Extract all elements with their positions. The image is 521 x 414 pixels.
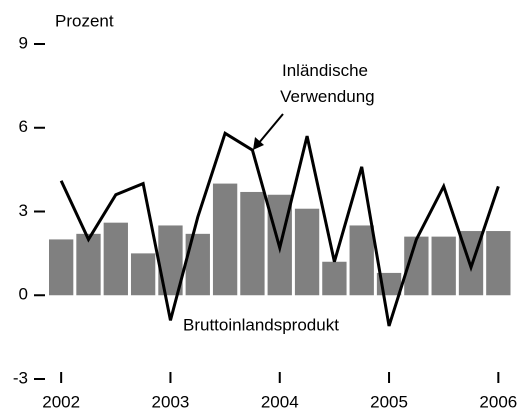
line — [59, 131, 500, 327]
bar — [130, 253, 156, 296]
bar — [240, 191, 265, 296]
bar — [322, 261, 347, 296]
bar — [76, 233, 101, 296]
y-tick-label: 9 — [19, 33, 28, 52]
x-tick-label: 2002 — [42, 392, 80, 411]
y-tick-label: 3 — [19, 201, 28, 220]
y-tick-label: 6 — [19, 117, 28, 136]
bar — [212, 183, 238, 296]
bar — [349, 225, 374, 296]
bar — [486, 231, 511, 296]
bar — [294, 208, 320, 296]
x-tick-label: 2006 — [479, 392, 517, 411]
y-tick-label: -3 — [13, 368, 28, 387]
x-tick-label: 2005 — [370, 392, 408, 411]
bar — [431, 236, 456, 296]
y-tick-label: 0 — [19, 285, 28, 304]
y-axis-label: Prozent — [55, 11, 114, 30]
annotation-arrow — [257, 113, 284, 145]
bar — [49, 239, 74, 296]
x-tick-label: 2004 — [261, 392, 299, 411]
bar — [103, 222, 128, 296]
series-label: Inländische Verwendung — [275, 61, 374, 106]
bar — [185, 233, 210, 296]
x-tick-label: 2003 — [152, 392, 190, 411]
annotation-arrowhead — [253, 137, 264, 150]
series-label: Bruttoinlandsprodukt — [183, 315, 339, 334]
